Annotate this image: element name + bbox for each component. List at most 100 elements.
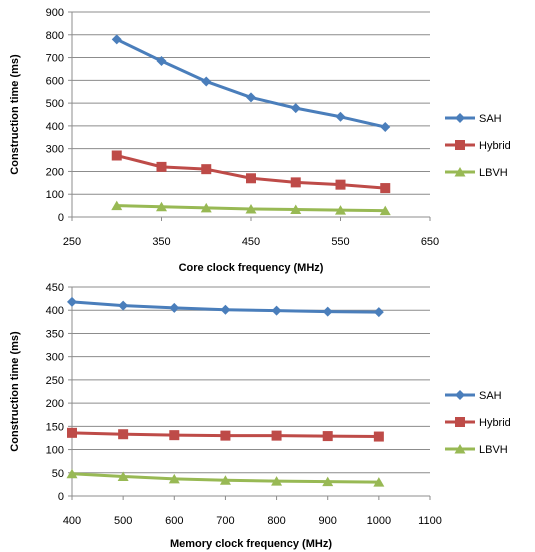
data-point bbox=[335, 111, 346, 122]
x-tick-label: 250 bbox=[63, 236, 81, 248]
y-tick-label: 250 bbox=[46, 375, 64, 387]
data-point bbox=[67, 296, 77, 307]
x-tick-label: 700 bbox=[216, 515, 234, 527]
y-tick-label: 500 bbox=[46, 98, 64, 110]
data-point bbox=[290, 103, 301, 114]
y-tick-label: 900 bbox=[46, 7, 64, 19]
y-tick-label: 50 bbox=[52, 468, 64, 480]
data-point bbox=[66, 468, 78, 479]
y-tick-label: 400 bbox=[46, 305, 64, 317]
data-point bbox=[67, 427, 77, 438]
y-tick-label: 200 bbox=[46, 398, 64, 410]
data-point bbox=[156, 161, 167, 172]
legend-marker bbox=[454, 167, 466, 177]
x-tick-label: 800 bbox=[267, 515, 285, 527]
data-point bbox=[168, 473, 180, 484]
data-point bbox=[111, 150, 122, 161]
legend-label: SAH bbox=[479, 113, 502, 125]
data-point bbox=[322, 476, 334, 487]
y-tick-label: 200 bbox=[46, 166, 64, 178]
x-axis-title: Memory clock frequency (MHz) bbox=[170, 538, 332, 550]
y-tick-label: 300 bbox=[46, 144, 64, 156]
y-axis-title: Construction time (ms) bbox=[9, 331, 21, 452]
data-point bbox=[335, 205, 346, 215]
data-point bbox=[373, 431, 384, 442]
data-point bbox=[373, 307, 384, 318]
y-tick-label: 400 bbox=[46, 121, 64, 133]
x-tick-label: 650 bbox=[421, 236, 439, 248]
data-point bbox=[201, 76, 212, 87]
y-tick-label: 800 bbox=[46, 30, 64, 42]
legend-marker bbox=[455, 390, 465, 400]
y-tick-label: 350 bbox=[46, 328, 64, 340]
y-tick-label: 450 bbox=[46, 282, 64, 294]
x-tick-label: 400 bbox=[63, 515, 81, 527]
data-point bbox=[169, 430, 180, 441]
legend-entry-hybrid: Hybrid bbox=[445, 140, 511, 152]
legend-marker bbox=[455, 140, 465, 150]
x-tick-label: 350 bbox=[152, 236, 170, 248]
series-hybrid bbox=[111, 150, 391, 194]
data-point bbox=[379, 205, 391, 216]
legend-label: LBVH bbox=[479, 167, 508, 179]
y-axis-title: Construction time (ms) bbox=[9, 54, 21, 175]
data-point bbox=[246, 92, 256, 103]
data-point bbox=[322, 431, 333, 442]
y-tick-label: 100 bbox=[46, 445, 64, 457]
legend-label: Hybrid bbox=[479, 140, 511, 152]
data-point bbox=[220, 304, 231, 315]
data-point bbox=[169, 302, 180, 313]
x-tick-label: 1100 bbox=[418, 515, 442, 527]
series-lbvh bbox=[66, 468, 385, 487]
series-sah bbox=[67, 296, 384, 318]
data-point bbox=[201, 164, 212, 175]
series-line bbox=[116, 37, 386, 129]
legend-entry-lbvh: LBVH bbox=[445, 167, 508, 179]
legend-entry-lbvh: LBVH bbox=[445, 444, 508, 456]
y-tick-label: 700 bbox=[46, 53, 64, 65]
legend-label: LBVH bbox=[479, 444, 508, 456]
data-point bbox=[246, 173, 256, 184]
legend-entry-hybrid: Hybrid bbox=[445, 417, 511, 429]
y-tick-label: 300 bbox=[46, 352, 64, 364]
data-point bbox=[380, 122, 391, 133]
data-point bbox=[245, 204, 257, 214]
data-point bbox=[290, 177, 301, 188]
x-tick-label: 600 bbox=[165, 515, 183, 527]
y-tick-label: 600 bbox=[46, 75, 64, 87]
data-point bbox=[118, 429, 129, 440]
legend-marker bbox=[454, 444, 466, 454]
data-point bbox=[200, 202, 212, 213]
data-point bbox=[220, 430, 231, 441]
data-point bbox=[219, 475, 231, 485]
legend-marker bbox=[455, 417, 465, 427]
data-point bbox=[373, 477, 385, 487]
data-point bbox=[335, 179, 346, 190]
chart-2: 0 50 100 150 200 250 300 350 400 450 400 500 600 700 8… bbox=[9, 282, 511, 550]
data-point bbox=[156, 201, 167, 212]
x-tick-label: 550 bbox=[331, 236, 349, 248]
chart-1: 0 100 200 300 400 500 600 700 800 900 250 350 450 550… bbox=[9, 7, 511, 274]
data-point bbox=[271, 430, 282, 441]
x-tick-label: 500 bbox=[114, 515, 132, 527]
data-point bbox=[111, 34, 122, 45]
y-tick-label: 100 bbox=[46, 189, 64, 201]
data-point bbox=[111, 200, 123, 211]
data-point bbox=[322, 306, 333, 317]
series-sah bbox=[111, 34, 391, 133]
legend-marker bbox=[455, 113, 465, 123]
data-point bbox=[271, 305, 282, 316]
legend-entry-sah: SAH bbox=[445, 390, 502, 402]
data-point bbox=[118, 300, 129, 311]
x-axis-title: Core clock frequency (MHz) bbox=[179, 262, 324, 274]
y-tick-label: 0 bbox=[58, 212, 64, 224]
legend-label: SAH bbox=[479, 390, 502, 402]
series-hybrid bbox=[67, 427, 384, 442]
data-point bbox=[156, 55, 167, 66]
y-tick-label: 0 bbox=[58, 491, 64, 503]
series-lbvh bbox=[111, 200, 391, 216]
legend-label: Hybrid bbox=[479, 417, 511, 429]
x-tick-label: 1000 bbox=[367, 515, 391, 527]
x-tick-label: 450 bbox=[242, 236, 260, 248]
